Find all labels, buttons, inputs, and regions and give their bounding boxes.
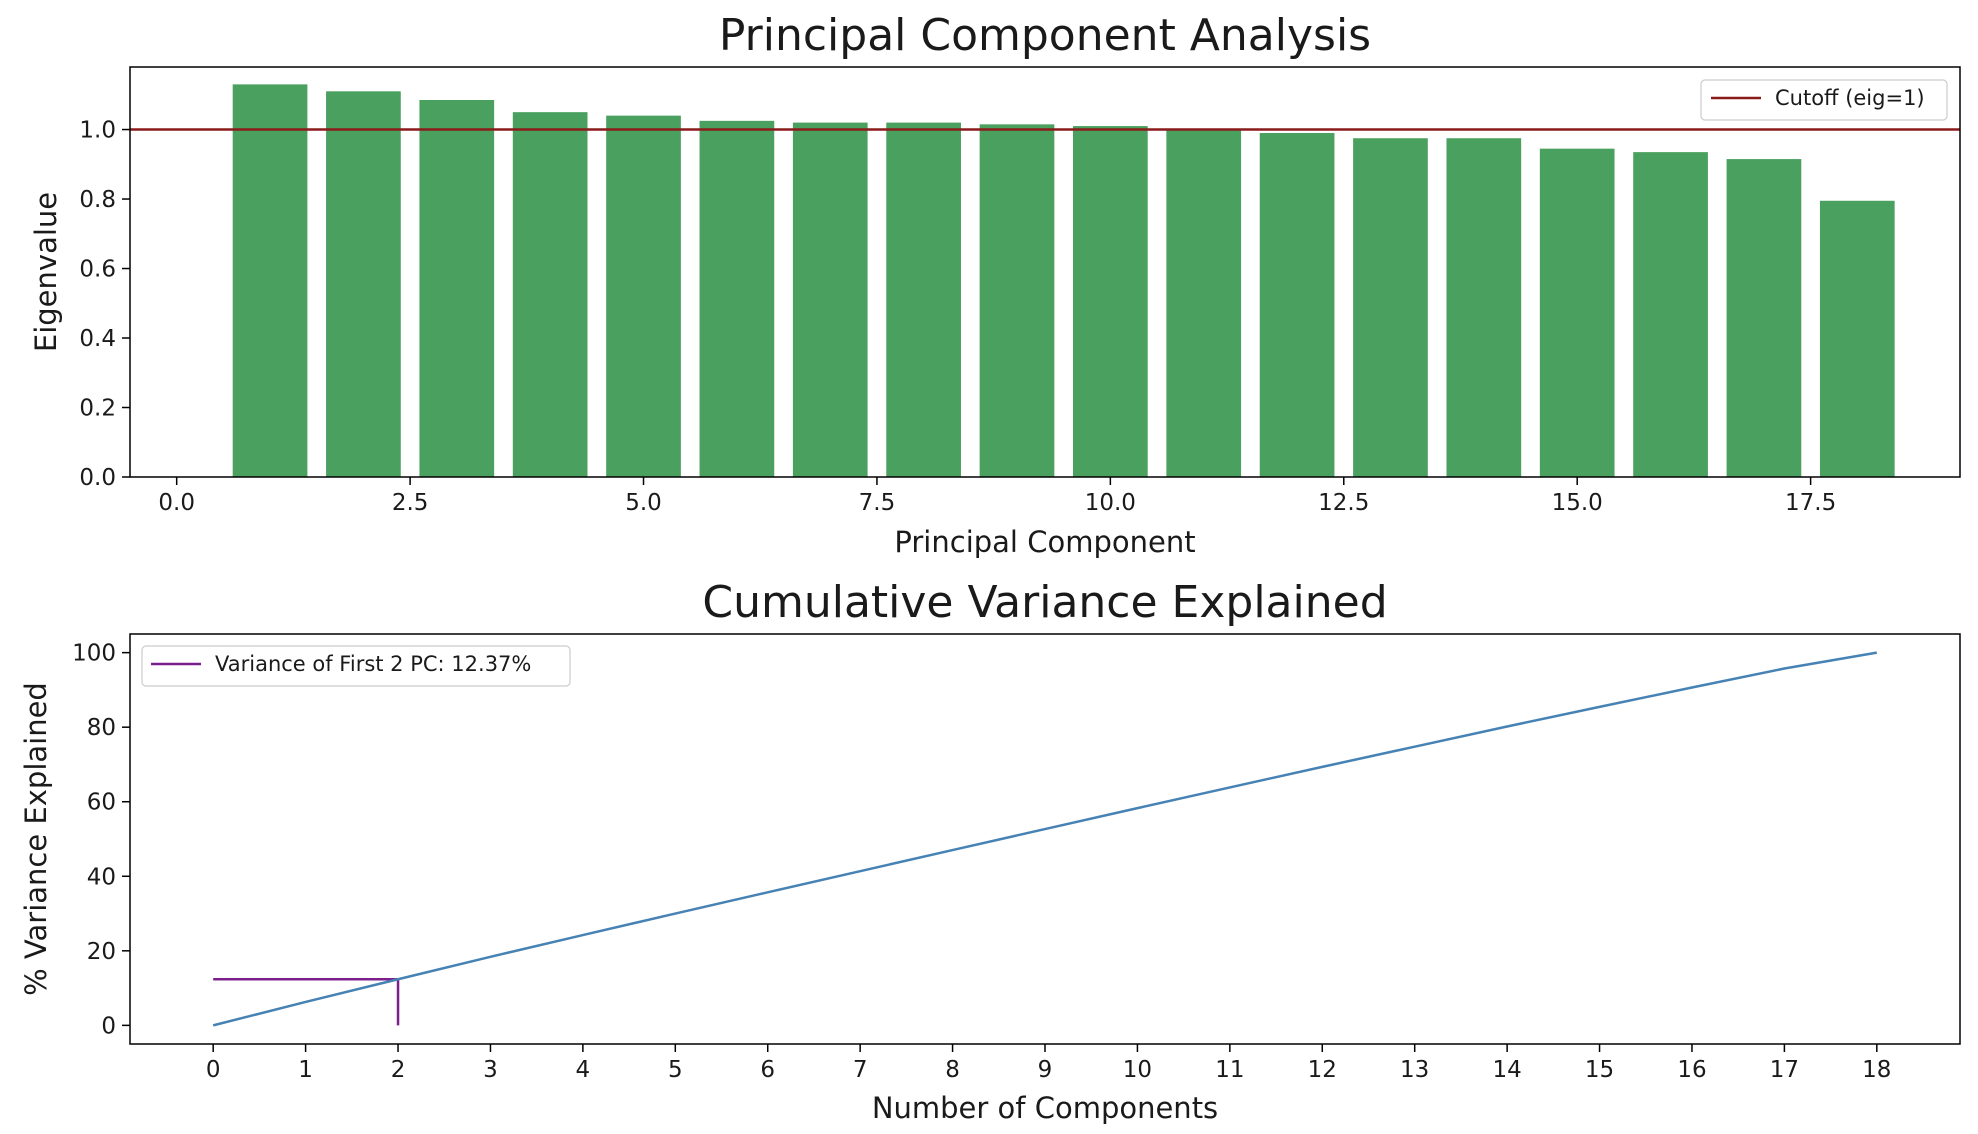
bar-pc-12	[1259, 133, 1335, 477]
bar-pc-18	[1819, 200, 1895, 477]
y-tick-label: 0.0	[79, 465, 116, 491]
bar-pc-17	[1726, 159, 1802, 477]
x-tick-label: 11	[1215, 1057, 1244, 1083]
bar-pc-3	[419, 100, 495, 477]
bar-pc-13	[1353, 138, 1428, 477]
legend: Cutoff (eig=1)	[1700, 79, 1948, 121]
x-tick-label: 17.5	[1785, 490, 1836, 516]
x-tick-label: 0	[206, 1057, 221, 1083]
y-tick-label: 80	[87, 715, 116, 741]
bar-pc-9	[979, 124, 1055, 477]
bar-pc-10	[1073, 126, 1148, 477]
bar-group	[232, 84, 1895, 478]
x-tick-label: 18	[1862, 1057, 1891, 1083]
bar-pc-15	[1539, 148, 1615, 478]
x-tick-label: 16	[1677, 1057, 1706, 1083]
y-axis-label: % Variance Explained	[19, 682, 53, 996]
y-tick-label: 0.6	[79, 257, 116, 283]
bar-pc-16	[1633, 152, 1708, 477]
x-tick-label: 10.0	[1085, 490, 1136, 516]
bar-pc-14	[1446, 138, 1522, 477]
legend-box	[141, 645, 571, 687]
chart-title: Principal Component Analysis	[719, 10, 1371, 61]
y-tick-label: 20	[87, 939, 116, 965]
x-tick-label: 12.5	[1318, 490, 1369, 516]
y-tick-label: 100	[72, 641, 116, 667]
y-tick-label: 0.2	[79, 396, 116, 422]
x-tick-label: 5.0	[625, 490, 662, 516]
x-tick-label: 15.0	[1552, 490, 1603, 516]
x-tick-label: 9	[1038, 1057, 1053, 1083]
x-tick-label: 7.5	[859, 490, 896, 516]
x-tick-label: 7	[853, 1057, 868, 1083]
x-tick-label: 1	[298, 1057, 313, 1083]
bar-pc-1	[232, 84, 308, 478]
bar-pc-11	[1166, 129, 1242, 478]
x-tick-label: 17	[1770, 1057, 1799, 1083]
x-tick-label: 10	[1123, 1057, 1152, 1083]
y-tick-label: 60	[87, 790, 116, 816]
legend: Variance of First 2 PC: 12.37%	[141, 645, 571, 687]
x-tick-label: 2	[391, 1057, 406, 1083]
y-tick-group: 0.0 0.2 0.4 0.6 0.8 1.0	[79, 118, 130, 491]
plot-frame	[129, 633, 1961, 1045]
legend-label: Variance of First 2 PC: 12.37%	[215, 652, 531, 676]
y-tick-label: 40	[87, 864, 116, 890]
y-tick-label: 0.4	[79, 326, 116, 352]
y-tick-label: 0	[101, 1013, 116, 1039]
bar-pc-4	[512, 112, 588, 477]
y-axis-label: Eigenvalue	[29, 192, 63, 352]
x-tick-label: 13	[1400, 1057, 1429, 1083]
x-tick-label: 8	[945, 1057, 960, 1083]
x-tick-label: 2.5	[392, 490, 429, 516]
x-tick-label: 12	[1308, 1057, 1337, 1083]
bar-pc-2	[326, 91, 401, 478]
x-tick-label: 14	[1492, 1057, 1521, 1083]
y-tick-label: 0.8	[79, 187, 116, 213]
x-tick-label: 0.0	[158, 490, 195, 516]
x-axis-label: Number of Components	[872, 1091, 1218, 1125]
x-tick-group: 0.0 2.5 5.0 7.5 10.0 12.5 15.0 17.5	[158, 477, 1836, 516]
x-axis-label: Principal Component	[894, 525, 1195, 559]
legend-box	[1700, 79, 1948, 121]
bar-pc-7	[792, 122, 868, 477]
cumulative-variance-line	[212, 651, 1878, 1027]
x-tick-label: 5	[668, 1057, 683, 1083]
chart-title: Cumulative Variance Explained	[702, 577, 1387, 628]
x-tick-label: 3	[483, 1057, 498, 1083]
y-tick-label: 1.0	[79, 118, 116, 144]
x-tick-label: 6	[760, 1057, 775, 1083]
bar-pc-5	[606, 115, 681, 477]
x-tick-label: 15	[1585, 1057, 1614, 1083]
bar-pc-6	[699, 120, 775, 478]
x-tick-group: 0 1 2 3 4 5 6 7 8 9 10 11 12 13 14 15 16 17 18	[206, 1044, 1891, 1083]
x-tick-label: 4	[576, 1057, 591, 1083]
eigenvalue-chart: Principal Component Analysis 0.0 2.5 5.0 7.…	[29, 10, 1961, 559]
legend-label: Cutoff (eig=1)	[1775, 86, 1925, 110]
plot-frame	[129, 66, 1961, 478]
y-tick-group: 0 20 40 60 80 100	[72, 641, 130, 1039]
bar-pc-8	[886, 122, 961, 477]
